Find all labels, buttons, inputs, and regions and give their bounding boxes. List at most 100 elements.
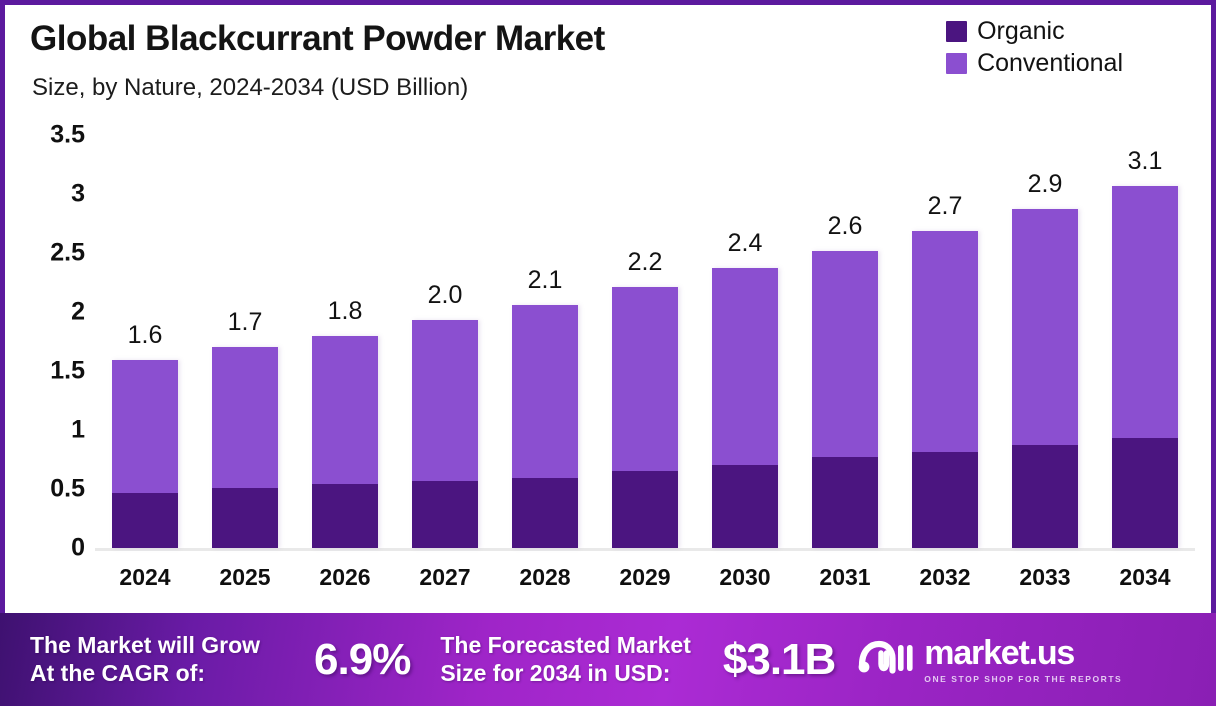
bar-group[interactable] [1012,209,1078,548]
bar-segment-organic[interactable] [912,452,978,548]
bar-value-label: 1.6 [127,321,163,350]
bar-value-label: 1.8 [327,296,363,325]
bar-segment-conventional[interactable] [812,250,878,458]
bar-segment-conventional[interactable] [912,230,978,453]
bar-stack[interactable] [212,347,278,548]
bar-group[interactable] [912,230,978,548]
bar-stack[interactable] [1012,209,1078,548]
bar-segment-conventional[interactable] [1112,185,1178,439]
cagr-caption: The Market will Grow At the CAGR of: [30,632,260,686]
bar-segment-conventional[interactable] [212,347,278,488]
cagr-caption-line1: The Market will Grow [30,632,261,659]
brand-logo[interactable]: market.us ONE STOP SHOP FOR THE REPORTS [857,636,1122,684]
bar-group[interactable] [412,320,478,548]
brand-logo-text: market.us ONE STOP SHOP FOR THE REPORTS [924,636,1122,684]
chart-legend: Organic Conventional [946,19,1123,76]
x-axis-tick: 2029 [619,564,671,590]
bar-segment-organic[interactable] [812,457,878,548]
bar-value-label: 2.0 [427,281,463,310]
y-axis-tick: 0 [71,533,85,562]
legend-swatch-organic [946,21,968,42]
bar-segment-organic[interactable] [712,465,778,548]
brand-tagline: ONE STOP SHOP FOR THE REPORTS [924,673,1123,684]
bar-group[interactable] [312,335,378,548]
bars-container: 1.6 1.7 1.8 2.0 2.1 2.2 2.4 2.6 2.7 2.9 3.1 [95,5,1195,613]
bar-value-label: 2.7 [927,191,963,220]
bar-value-label: 2.1 [527,265,563,294]
bar-group[interactable] [612,287,678,548]
bar-segment-organic[interactable] [412,480,478,548]
x-axis-tick: 2024 [119,564,171,590]
bar-segment-conventional[interactable] [612,287,678,472]
bar-segment-organic[interactable] [1012,445,1078,548]
bar-stack[interactable] [912,230,978,548]
brand-name: market.us [924,633,1075,672]
legend-label-organic: Organic [977,17,1065,45]
x-axis-tick: 2033 [1019,564,1071,590]
cagr-caption-line2: At the CAGR of: [30,659,206,686]
bar-group[interactable] [212,347,278,548]
bar-value-label: 2.4 [727,229,763,258]
bar-segment-conventional[interactable] [1012,209,1078,446]
bar-stack[interactable] [612,287,678,548]
bar-segment-conventional[interactable] [112,360,178,493]
bar-stack[interactable] [112,360,178,548]
bar-segment-organic[interactable] [312,484,378,548]
bar-segment-conventional[interactable] [412,320,478,481]
x-axis-tick: 2032 [919,564,971,590]
bar-stack[interactable] [412,320,478,548]
x-axis-tick: 2031 [819,564,871,590]
cagr-value: 6.9% [314,634,411,684]
bar-segment-organic[interactable] [1112,438,1178,548]
x-axis-tick: 2026 [319,564,371,590]
bar-stack[interactable] [812,250,878,548]
market-us-logo-icon [857,637,913,682]
bar-value-label: 2.2 [627,248,663,277]
bar-value-label: 2.9 [1027,170,1063,199]
bar-group[interactable] [712,268,778,548]
y-axis-tick: 1 [71,415,85,444]
bar-segment-organic[interactable] [612,471,678,548]
forecast-value: $3.1B [722,634,836,684]
bar-group[interactable] [1112,185,1178,548]
forecast-caption-line2: Size for 2034 in USD: [440,659,671,686]
page-title: Global Blackcurrant Powder Market [30,19,605,58]
bar-group[interactable] [512,304,578,548]
bar-stack[interactable] [512,304,578,548]
bar-segment-organic[interactable] [512,478,578,548]
x-axis-tick: 2034 [1119,564,1171,590]
bar-segment-organic[interactable] [212,487,278,548]
legend-item-organic[interactable]: Organic [946,19,1065,44]
bar-stack[interactable] [312,335,378,548]
x-axis-tick: 2028 [519,564,571,590]
x-axis-tick: 2030 [719,564,771,590]
x-axis-line [95,548,1195,551]
bar-segment-organic[interactable] [112,492,178,548]
chart-subtitle: Size, by Nature, 2024-2034 (USD Billion) [32,74,469,101]
bar-segment-conventional[interactable] [712,268,778,466]
bar-value-label: 1.7 [227,308,263,337]
forecast-caption: The Forecasted Market Size for 2034 in U… [440,632,691,686]
bar-group[interactable] [112,360,178,548]
y-axis-tick: 3 [71,179,85,208]
legend-swatch-conventional [946,53,968,74]
bar-segment-conventional[interactable] [512,304,578,479]
legend-item-conventional[interactable]: Conventional [946,51,1123,76]
bar-stack[interactable] [1112,185,1178,548]
legend-label-conventional: Conventional [977,49,1123,77]
bar-value-label: 2.6 [827,211,863,240]
y-axis-tick: 3.5 [50,120,85,149]
x-axis-tick: 2027 [419,564,471,590]
y-axis-tick: 0.5 [50,474,85,503]
x-axis-tick: 2025 [219,564,271,590]
y-axis-tick: 2.5 [50,238,85,267]
y-axis-tick: 1.5 [50,356,85,385]
forecast-caption-line1: The Forecasted Market [440,632,691,659]
y-axis-tick: 2 [71,297,85,326]
footer-banner: The Market will Grow At the CAGR of: 6.9… [0,613,1216,706]
bar-group[interactable] [812,250,878,548]
bar-segment-conventional[interactable] [312,335,378,485]
chart-card: Global Blackcurrant Powder Market Size, … [5,5,1211,613]
bar-stack[interactable] [712,268,778,548]
